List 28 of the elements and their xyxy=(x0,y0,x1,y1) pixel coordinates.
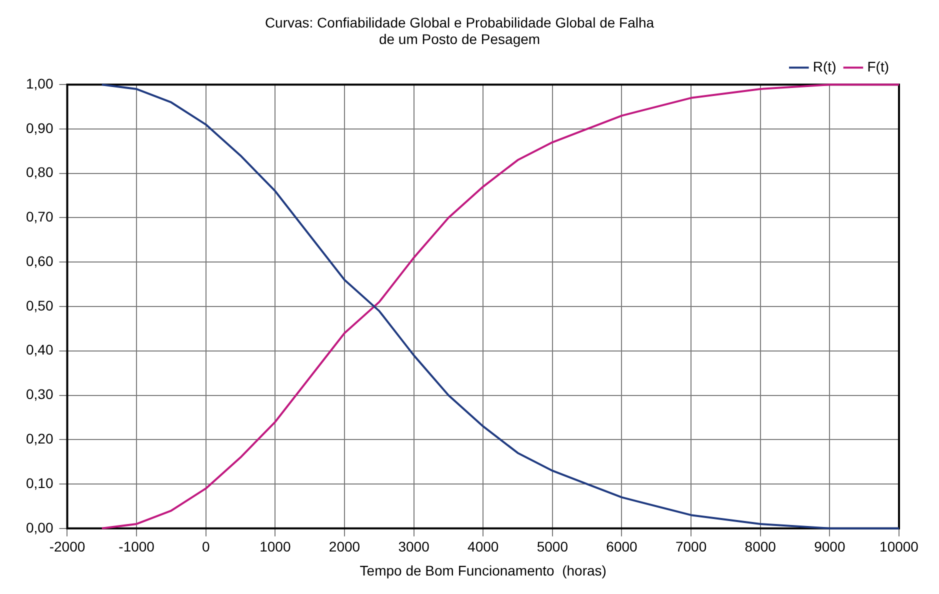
y-tick-label: 0,20 xyxy=(26,430,54,446)
chart-title: Curvas: Confiabilidade Global e Probabilidade Global de Falha de um Posto de Pesagem xyxy=(264,14,654,48)
x-tick-label: 5000 xyxy=(536,538,568,555)
y-tick-label: 0,90 xyxy=(26,120,54,136)
y-tick-label: 0,60 xyxy=(26,252,54,269)
x-tick-label: -2000 xyxy=(49,538,86,555)
x-tick-label: 2000 xyxy=(328,538,360,555)
y-tick-label: 1,00 xyxy=(26,75,54,92)
x-tick-label: 1000 xyxy=(260,538,291,555)
y-tick-label: 0,10 xyxy=(26,474,54,491)
x-tick-label: 3000 xyxy=(398,538,430,555)
x-tick-label: 8000 xyxy=(744,538,776,555)
y-tick-label: 0,30 xyxy=(26,386,54,402)
x-tick-label: 0 xyxy=(202,538,210,555)
x-axis-title: Tempo de Bom Funcionamento (horas) xyxy=(360,562,606,578)
x-tick-label: 7000 xyxy=(675,538,707,555)
legend-label: F(t) xyxy=(867,58,889,74)
x-tick-label: -1000 xyxy=(118,538,155,555)
x-tick-label: 10000 xyxy=(880,538,919,555)
y-tick-label: 0,80 xyxy=(26,164,54,180)
y-tick-label: 0,40 xyxy=(26,342,54,358)
legend-label: R(t) xyxy=(812,58,836,74)
y-tick-label: 0,70 xyxy=(26,208,54,225)
x-tick-label: 9000 xyxy=(814,538,846,555)
x-tick-label: 6000 xyxy=(606,538,638,555)
y-tick-label: 0,00 xyxy=(26,519,54,536)
x-tick-label: 4000 xyxy=(468,538,499,555)
y-tick-label: 0,50 xyxy=(26,297,54,314)
